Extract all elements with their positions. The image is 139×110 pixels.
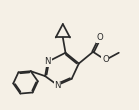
Text: O: O <box>97 33 104 42</box>
Text: O: O <box>102 55 109 64</box>
Text: N: N <box>54 81 61 90</box>
Text: N: N <box>44 57 51 66</box>
